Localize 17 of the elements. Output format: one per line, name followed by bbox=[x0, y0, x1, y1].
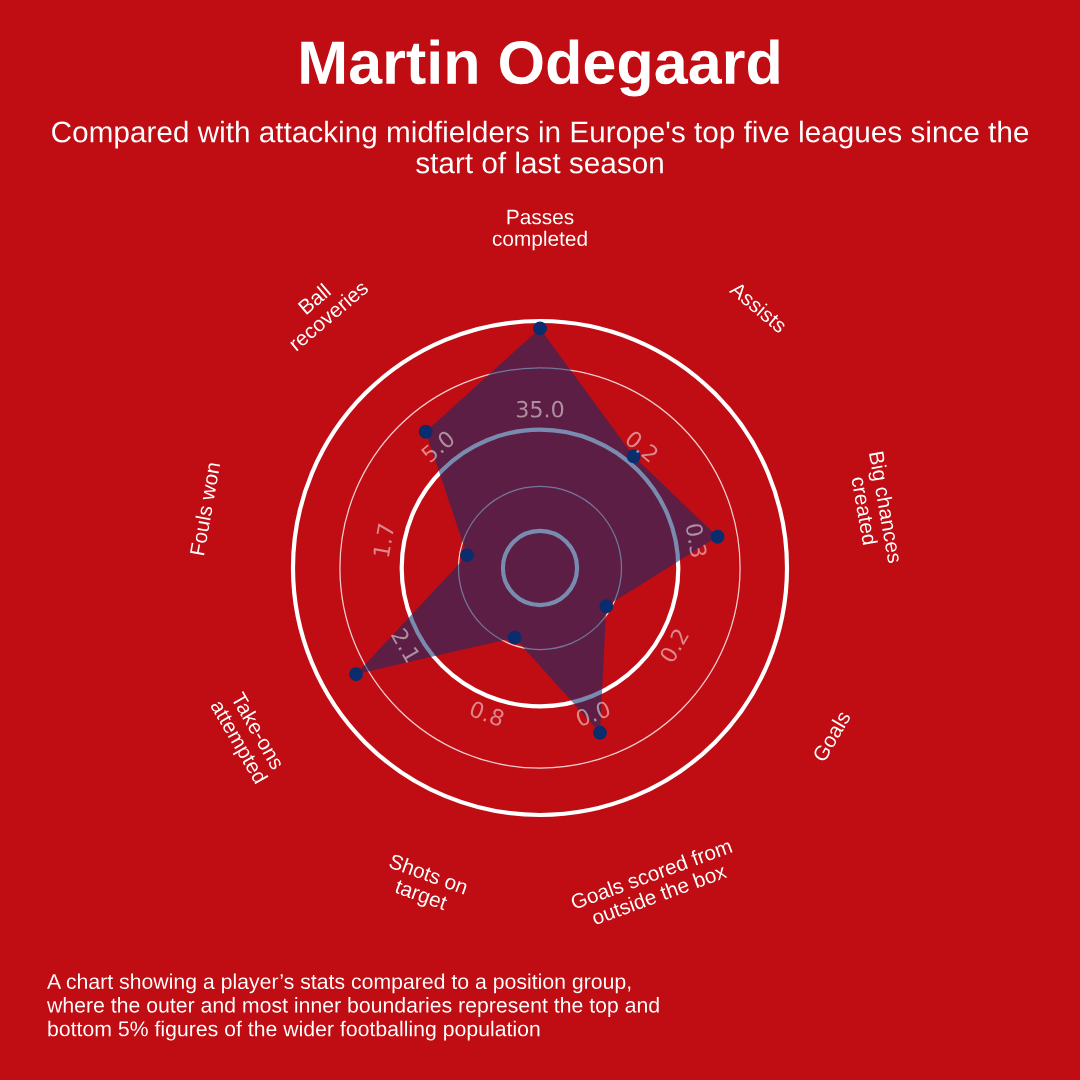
chart-subtitle: Compared with attacking midfielders in Europe's top five leagues since the start of last season bbox=[52, 120, 1029, 174]
spoke-label: Big chances created bbox=[851, 451, 904, 565]
spoke-label: Passes completed bbox=[492, 209, 587, 251]
spoke-label: Goals scored from outside the box bbox=[569, 838, 733, 926]
text: 0.8 bbox=[468, 700, 506, 727]
chart-title: Martin Odegaard bbox=[301, 39, 779, 97]
text: 0.0 bbox=[574, 700, 612, 727]
text: 1.7 bbox=[372, 523, 395, 557]
text: A chart showing a player’s stats compared to a position group, where the outer and most inner boundaries represent the top and bottom 5% figures of the wider footballing population bbox=[46, 973, 659, 1041]
text: 0.2 bbox=[658, 627, 689, 664]
spoke-label: Fouls won bbox=[189, 462, 221, 556]
text: 5.0 bbox=[420, 429, 456, 464]
spoke-label: Shots on target bbox=[388, 852, 469, 915]
text: 35.0 bbox=[516, 400, 564, 418]
text: 2.1 bbox=[390, 627, 421, 664]
text: 0.2 bbox=[624, 429, 660, 463]
text: 0.3 bbox=[685, 523, 708, 558]
